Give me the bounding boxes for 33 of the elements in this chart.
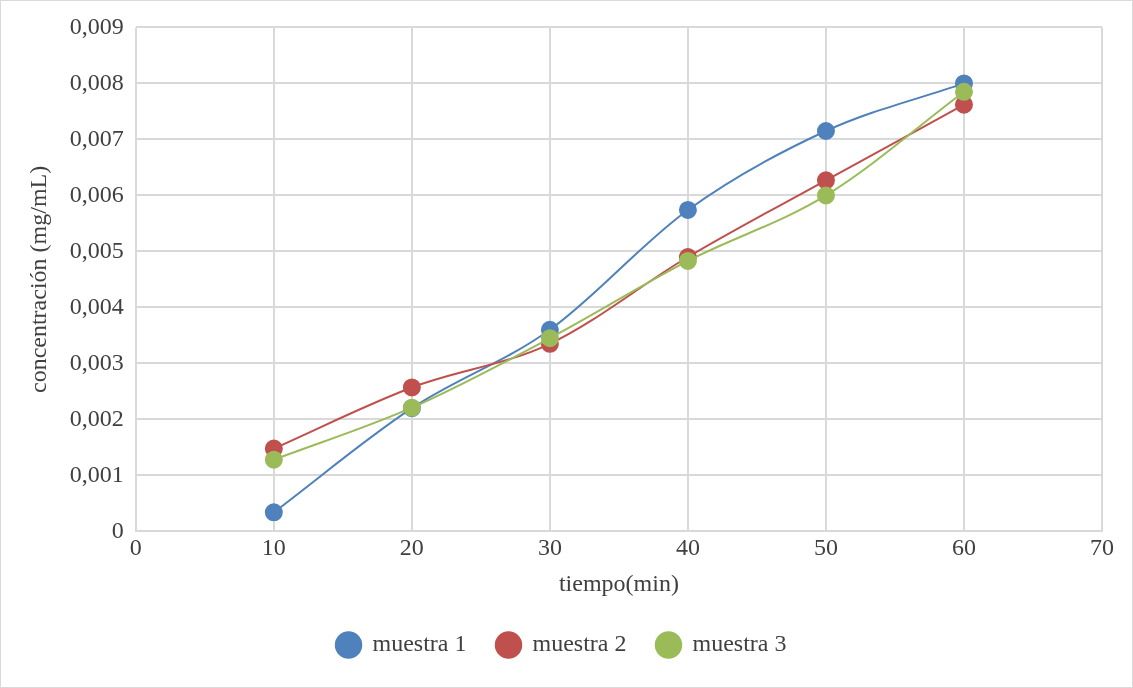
y-tick-label: 0,004 — [69, 292, 124, 319]
y-tick-label: 0 — [111, 516, 124, 543]
point — [402, 378, 421, 397]
y-tick-label: 0,005 — [69, 236, 124, 263]
point — [264, 503, 283, 522]
y-tick-label: 0,008 — [69, 68, 124, 95]
point — [678, 251, 697, 270]
y-tick-label: 0,009 — [69, 12, 124, 39]
legend-label: muestra 3 — [692, 630, 787, 657]
x-tick-label: 60 — [951, 534, 976, 561]
x-tick-label: 50 — [813, 534, 838, 561]
x-tick-label: 20 — [399, 534, 424, 561]
point — [816, 186, 835, 205]
point — [678, 200, 697, 219]
x-axis-title: tiempo(min) — [558, 569, 679, 596]
x-tick-label: 70 — [1090, 534, 1114, 561]
y-tick-label: 0,006 — [69, 180, 124, 207]
point — [540, 329, 559, 348]
y-tick-label: 0,003 — [69, 348, 124, 375]
point — [816, 171, 835, 190]
y-tick-label: 0,001 — [69, 460, 124, 487]
point — [816, 122, 835, 140]
legend-label: muestra 1 — [372, 630, 467, 657]
x-tick-label: 40 — [675, 534, 700, 561]
x-tick-label: 30 — [537, 534, 562, 561]
y-tick-label: 0,007 — [69, 124, 124, 151]
point — [264, 450, 283, 469]
x-tick-label: 10 — [261, 534, 286, 561]
y-axis-title: concentración (mg/mL) — [24, 165, 51, 394]
point — [954, 82, 973, 101]
y-tick-label: 0,002 — [69, 404, 124, 431]
legend-label: muestra 2 — [532, 630, 627, 657]
x-tick-label: 0 — [129, 534, 142, 561]
